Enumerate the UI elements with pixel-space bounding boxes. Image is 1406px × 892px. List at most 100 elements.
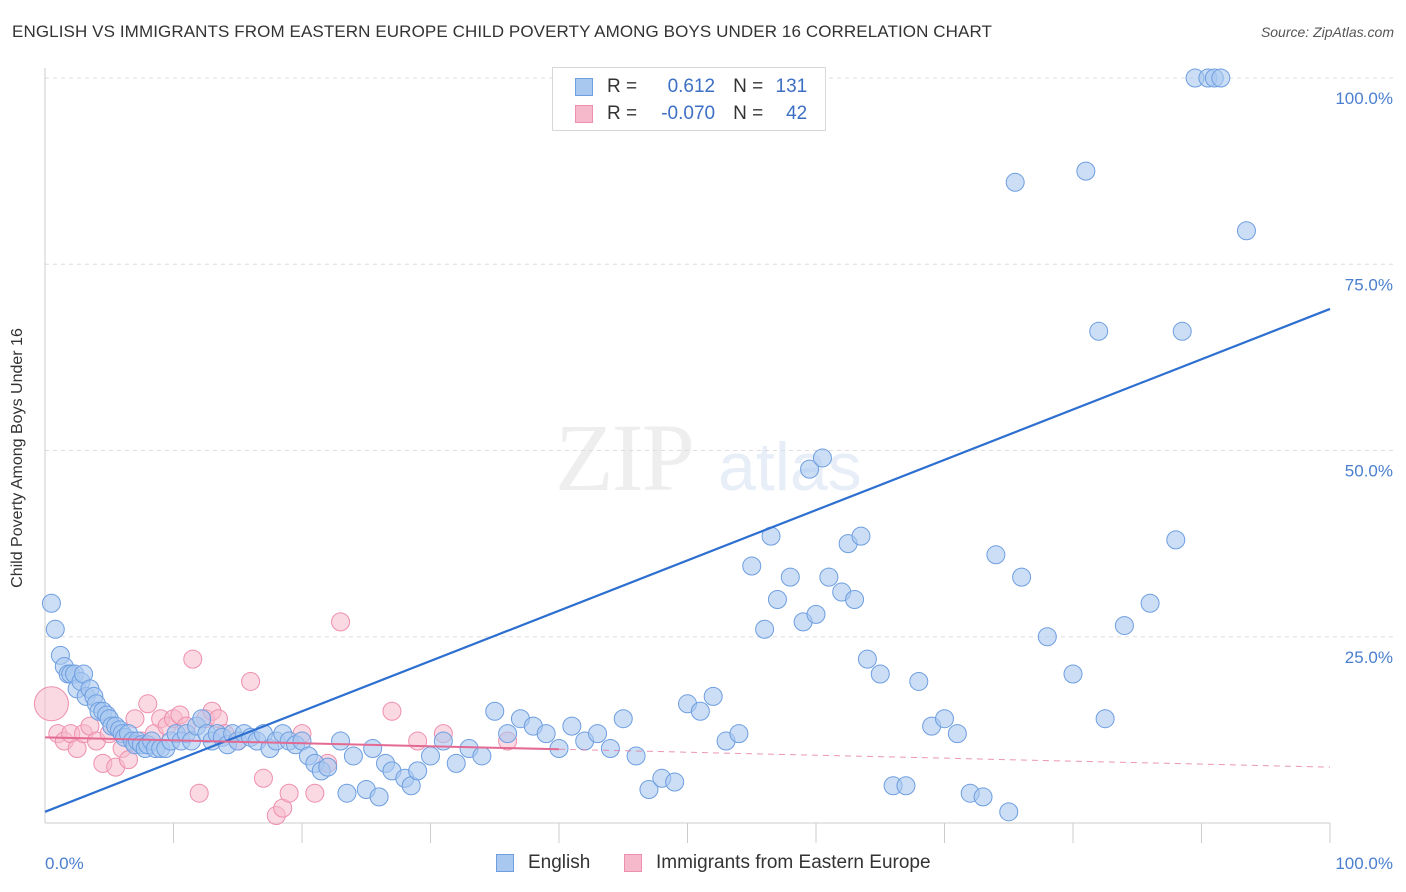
- data-point-english: [363, 739, 383, 758]
- data-point-english: [935, 709, 954, 729]
- data-point-english: [1236, 221, 1256, 241]
- legend-swatch-immigrants: [575, 105, 593, 123]
- data-point-english: [1012, 567, 1032, 587]
- data-point-english: [1095, 709, 1115, 729]
- data-point-english: [41, 593, 61, 613]
- data-point-english: [639, 779, 659, 799]
- legend-row-immigrants: R = -0.070 N = 42: [575, 101, 807, 127]
- data-point-english: [896, 776, 916, 796]
- data-point-english: [1076, 161, 1096, 181]
- data-point-english: [613, 709, 633, 729]
- x-tick-label: 100.0%: [1335, 854, 1393, 873]
- y-axis-label: Child Poverty Among Boys Under 16: [9, 328, 26, 588]
- legend-label-immigrants: Immigrants from Eastern Europe: [656, 852, 931, 873]
- data-point-english: [1172, 321, 1192, 341]
- y-tick-label: 50.0%: [1345, 462, 1393, 481]
- y-tick-label: 75.0%: [1345, 275, 1393, 294]
- data-point-english: [857, 649, 877, 669]
- data-point-english: [1005, 172, 1025, 192]
- data-point-english: [806, 604, 826, 624]
- data-point-english: [690, 701, 710, 721]
- watermark-atlas: atlas: [718, 429, 862, 505]
- legend-n-label: N =: [733, 76, 764, 97]
- data-point-english: [845, 590, 865, 609]
- data-point-immigrants: [33, 686, 69, 722]
- data-point-english: [909, 671, 929, 691]
- data-point-english: [1037, 627, 1057, 647]
- data-point-immigrants: [183, 649, 203, 669]
- data-point-immigrants: [241, 671, 261, 691]
- data-point-english: [600, 739, 620, 758]
- data-point-immigrants: [279, 783, 299, 803]
- data-point-english: [343, 746, 363, 766]
- data-point-english: [626, 746, 646, 766]
- data-point-english: [973, 787, 993, 807]
- data-point-english: [870, 664, 890, 684]
- trendline-immigrants: [44, 736, 560, 751]
- data-point-english: [1166, 530, 1186, 550]
- data-point-english: [755, 619, 775, 639]
- data-point-english: [851, 526, 871, 546]
- data-point-english: [1063, 664, 1083, 684]
- data-point-english: [472, 746, 492, 766]
- data-point-english: [498, 724, 518, 744]
- watermark-zip: ZIP: [555, 404, 695, 511]
- data-point-immigrants: [305, 783, 325, 803]
- data-point-english: [446, 753, 466, 773]
- legend-item-immigrants[interactable]: Immigrants from Eastern Europe: [624, 852, 931, 874]
- data-point-english: [562, 716, 582, 736]
- data-point-english: [318, 757, 338, 777]
- legend-r-value: 0.612: [667, 76, 716, 97]
- data-point-english: [408, 761, 428, 781]
- correlation-legend: R = 0.612 N = 131 R = -0.070 N = 42: [552, 67, 826, 131]
- data-point-immigrants: [138, 694, 158, 714]
- data-point-english: [45, 619, 65, 639]
- data-point-english: [986, 545, 1006, 565]
- x-tick-label: 0.0%: [45, 854, 84, 873]
- data-point-immigrants: [253, 768, 273, 788]
- data-point-english: [703, 686, 723, 706]
- legend-swatch-immigrants: [624, 854, 642, 872]
- y-tick-label: 100.0%: [1335, 89, 1393, 108]
- series-legend: English Immigrants from Eastern Europe: [0, 852, 1406, 878]
- data-point-english: [1114, 616, 1134, 636]
- data-point-english: [337, 783, 357, 803]
- data-point-english: [767, 590, 787, 609]
- data-point-immigrants: [408, 731, 428, 751]
- data-point-english: [999, 802, 1019, 822]
- data-point-english: [485, 701, 505, 721]
- data-point-english: [947, 724, 967, 744]
- data-point-english: [780, 567, 800, 587]
- data-point-english: [331, 731, 351, 751]
- data-point-english: [369, 787, 389, 807]
- data-point-english: [665, 772, 685, 792]
- legend-r-label: R =: [607, 103, 638, 124]
- legend-r-label: R =: [607, 76, 638, 97]
- data-point-english: [1089, 321, 1109, 341]
- legend-n-value: 42: [786, 103, 808, 124]
- legend-n-label: N =: [733, 103, 764, 124]
- legend-r-value: -0.070: [661, 103, 716, 124]
- label-layer: 25.0% 50.0% 75.0% 100.0% 0.0% 100.0%: [45, 89, 1393, 873]
- data-point-english: [421, 746, 440, 766]
- legend-n-value: 131: [775, 76, 808, 97]
- data-point-english: [536, 724, 556, 744]
- trendline-immigrants-extrapolated: [558, 748, 1331, 768]
- legend-label-english: English: [528, 852, 591, 873]
- data-point-english: [819, 567, 839, 587]
- points-layer: [33, 68, 1256, 826]
- legend-row-english: R = 0.612 N = 131: [575, 74, 807, 100]
- data-point-english: [812, 448, 832, 468]
- grid-layer: [45, 77, 1395, 638]
- data-point-english: [800, 459, 820, 479]
- trendline-english: [44, 307, 1331, 813]
- data-point-english: [742, 556, 762, 576]
- chart-title: ENGLISH VS IMMIGRANTS FROM EASTERN EUROP…: [12, 22, 993, 41]
- data-point-english: [1140, 593, 1160, 613]
- data-point-immigrants: [331, 612, 351, 632]
- data-point-english: [1211, 68, 1231, 88]
- source-label: Source: ZipAtlas.com: [1260, 24, 1394, 40]
- legend-swatch-english: [496, 854, 514, 872]
- legend-item-english[interactable]: English: [496, 852, 590, 874]
- y-tick-label: 25.0%: [1345, 648, 1393, 667]
